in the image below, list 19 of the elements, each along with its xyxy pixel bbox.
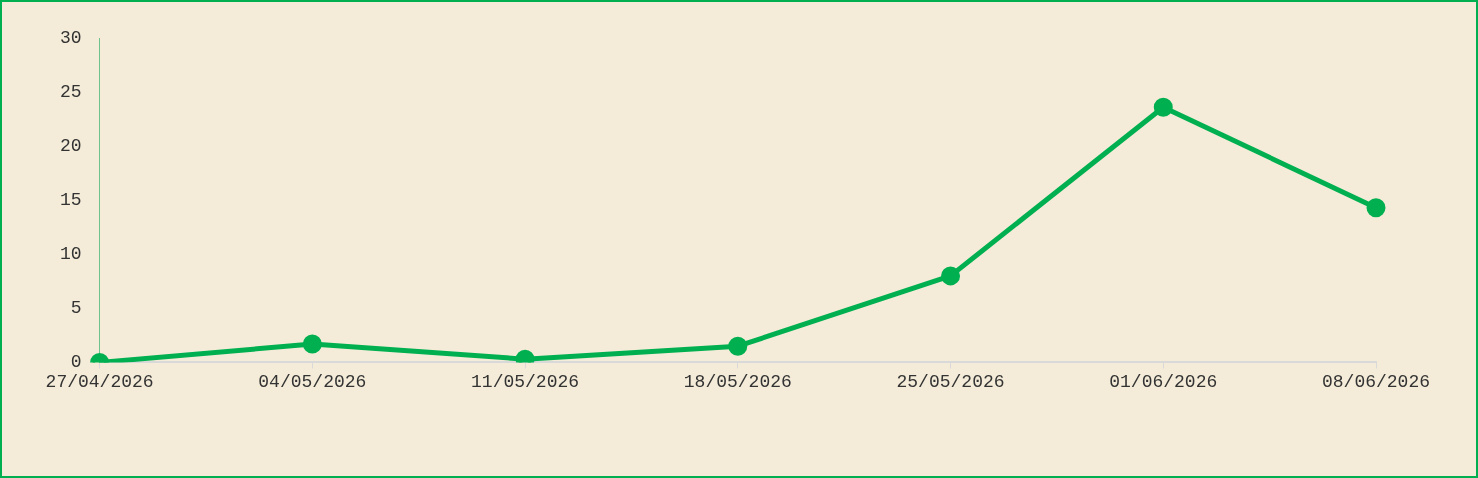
point <box>302 334 322 354</box>
x-tick-label: 25/05/2026 <box>896 371 1005 392</box>
y-tick-label: 30 <box>59 27 82 48</box>
y-tick-label: 10 <box>59 244 82 265</box>
y-tick-label: 20 <box>59 135 82 156</box>
point <box>941 266 961 286</box>
x-tick-label: 18/05/2026 <box>683 371 792 392</box>
y-tick-label: 0 <box>70 352 82 373</box>
x-tick-label: 04/05/2026 <box>258 371 367 392</box>
y-tick-label: 25 <box>59 81 82 102</box>
point <box>1366 198 1386 218</box>
point <box>728 336 748 356</box>
x-tick-label: 27/04/2026 <box>45 371 154 392</box>
point <box>1153 97 1173 117</box>
x-tick-label: 01/06/2026 <box>1109 371 1218 392</box>
x-tick-label: 08/06/2026 <box>1321 371 1431 392</box>
y-tick-label: 15 <box>59 189 82 210</box>
y-tick-label: 5 <box>70 298 82 319</box>
x-tick-label: 11/05/2026 <box>471 371 580 392</box>
